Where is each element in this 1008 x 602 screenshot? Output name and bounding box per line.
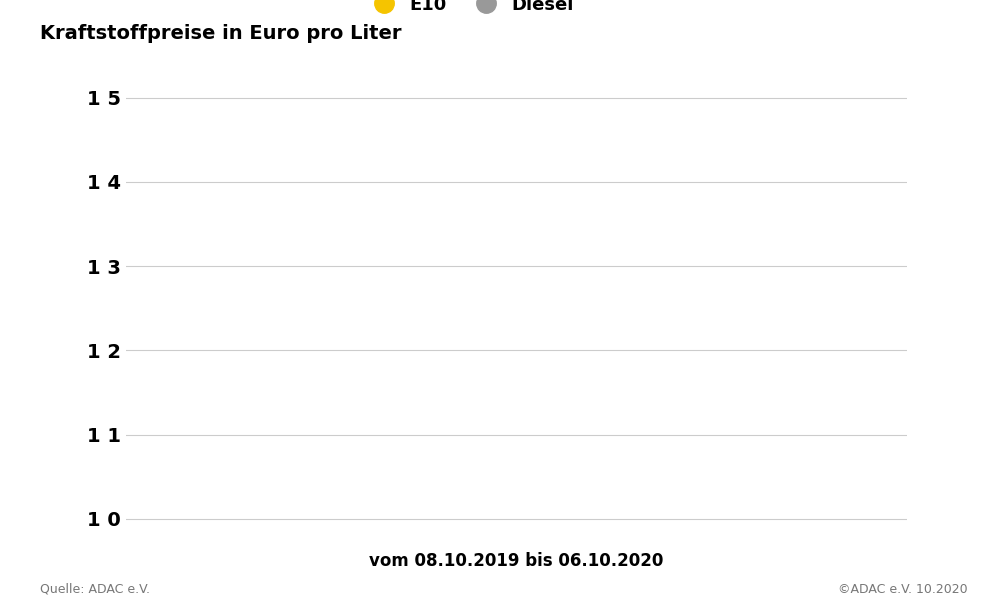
Text: ©ADAC e.V. 10.2020: ©ADAC e.V. 10.2020 — [838, 583, 968, 596]
Text: Kraftstoffpreise in Euro pro Liter: Kraftstoffpreise in Euro pro Liter — [40, 24, 402, 43]
X-axis label: vom 08.10.2019 bis 06.10.2020: vom 08.10.2019 bis 06.10.2020 — [369, 553, 664, 571]
Legend: E10, Diesel: E10, Diesel — [359, 0, 581, 21]
Text: Quelle: ADAC e.V.: Quelle: ADAC e.V. — [40, 583, 150, 596]
